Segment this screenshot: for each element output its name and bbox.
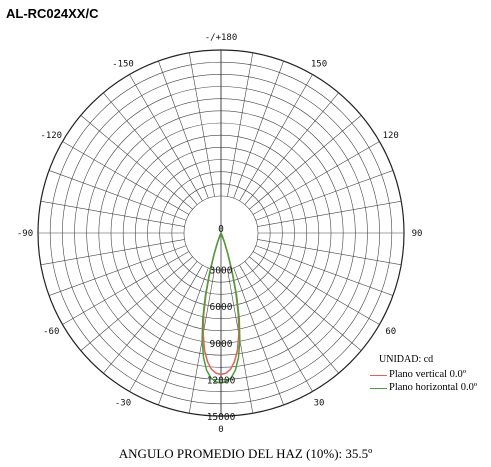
legend-label-vertical: Plano vertical 0.0º — [389, 369, 467, 380]
unit-label: UNIDAD: cd — [379, 354, 434, 365]
legend-swatch-horizontal — [370, 388, 387, 389]
angle-label: 0 — [218, 425, 223, 435]
grid-spoke — [244, 261, 339, 374]
grid-spoke — [158, 267, 209, 406]
angle-label: -/+180 — [205, 33, 238, 43]
grid-spoke — [239, 74, 313, 202]
beam-angle-note: ANGULO PROMEDIO DEL HAZ (10%): 35.5º — [118, 446, 373, 461]
grid-spoke — [129, 74, 203, 202]
grid-spoke — [62, 141, 190, 215]
grid-spoke — [62, 251, 190, 325]
grid-spoke — [233, 267, 284, 406]
grid-spoke — [188, 52, 215, 197]
angle-label: -120 — [40, 131, 62, 141]
angle-label: 60 — [385, 327, 396, 337]
grid-spoke — [48, 170, 187, 221]
grid-spoke — [252, 141, 380, 215]
angle-label: -30 — [115, 399, 131, 409]
grid-spoke — [257, 200, 402, 227]
angle-label: 30 — [314, 399, 325, 409]
grid-spoke — [255, 170, 394, 221]
angle-label: 90 — [412, 229, 423, 239]
grid-spoke — [158, 60, 209, 199]
legend-label-horizontal: Plano horizontal 0.0º — [389, 382, 478, 393]
grid-spoke — [80, 256, 193, 351]
grid-spoke — [239, 264, 313, 392]
grid-spoke — [103, 261, 198, 374]
grid-spoke — [227, 52, 254, 197]
grid-spoke — [233, 60, 284, 199]
radial-tick-label: 0 — [218, 224, 224, 235]
legend-swatch-vertical — [370, 375, 387, 376]
grid-spoke — [40, 239, 185, 266]
radial-tick-label: 12000 — [207, 375, 236, 386]
angle-labels: -/+180 150 120 90 60 30 0 -30 -60 -90 -120 -150 — [17, 33, 423, 435]
angle-label: -150 — [112, 59, 134, 69]
grid-spoke — [252, 251, 380, 325]
series-curve-horizontal — [201, 231, 241, 384]
grid-spoke — [40, 200, 185, 227]
grid-spoke — [255, 245, 394, 296]
grid-spoke — [257, 239, 402, 266]
angle-label: 150 — [311, 59, 327, 69]
grid-spoke — [249, 256, 362, 351]
angle-label: 120 — [383, 131, 399, 141]
grid-spoke — [129, 264, 203, 392]
chart-title: AL-RC024XX/C — [6, 6, 99, 21]
angle-label: -90 — [17, 229, 33, 239]
angle-label: -60 — [43, 327, 59, 337]
grid-spoke — [244, 92, 339, 205]
radial-tick-label: 15000 — [207, 412, 236, 423]
grid-spoke — [103, 92, 198, 205]
radial-tick-label: 6000 — [210, 302, 233, 313]
grid-spoke — [48, 245, 187, 296]
radial-tick-label: 3000 — [210, 266, 233, 277]
grid-spoke — [80, 115, 193, 210]
polar-grid — [37, 49, 405, 417]
radial-labels: 0 3000 6000 9000 12000 15000 — [207, 224, 236, 423]
grid-spoke — [249, 115, 362, 210]
curves — [201, 231, 241, 384]
radial-tick-label: 9000 — [210, 339, 233, 350]
